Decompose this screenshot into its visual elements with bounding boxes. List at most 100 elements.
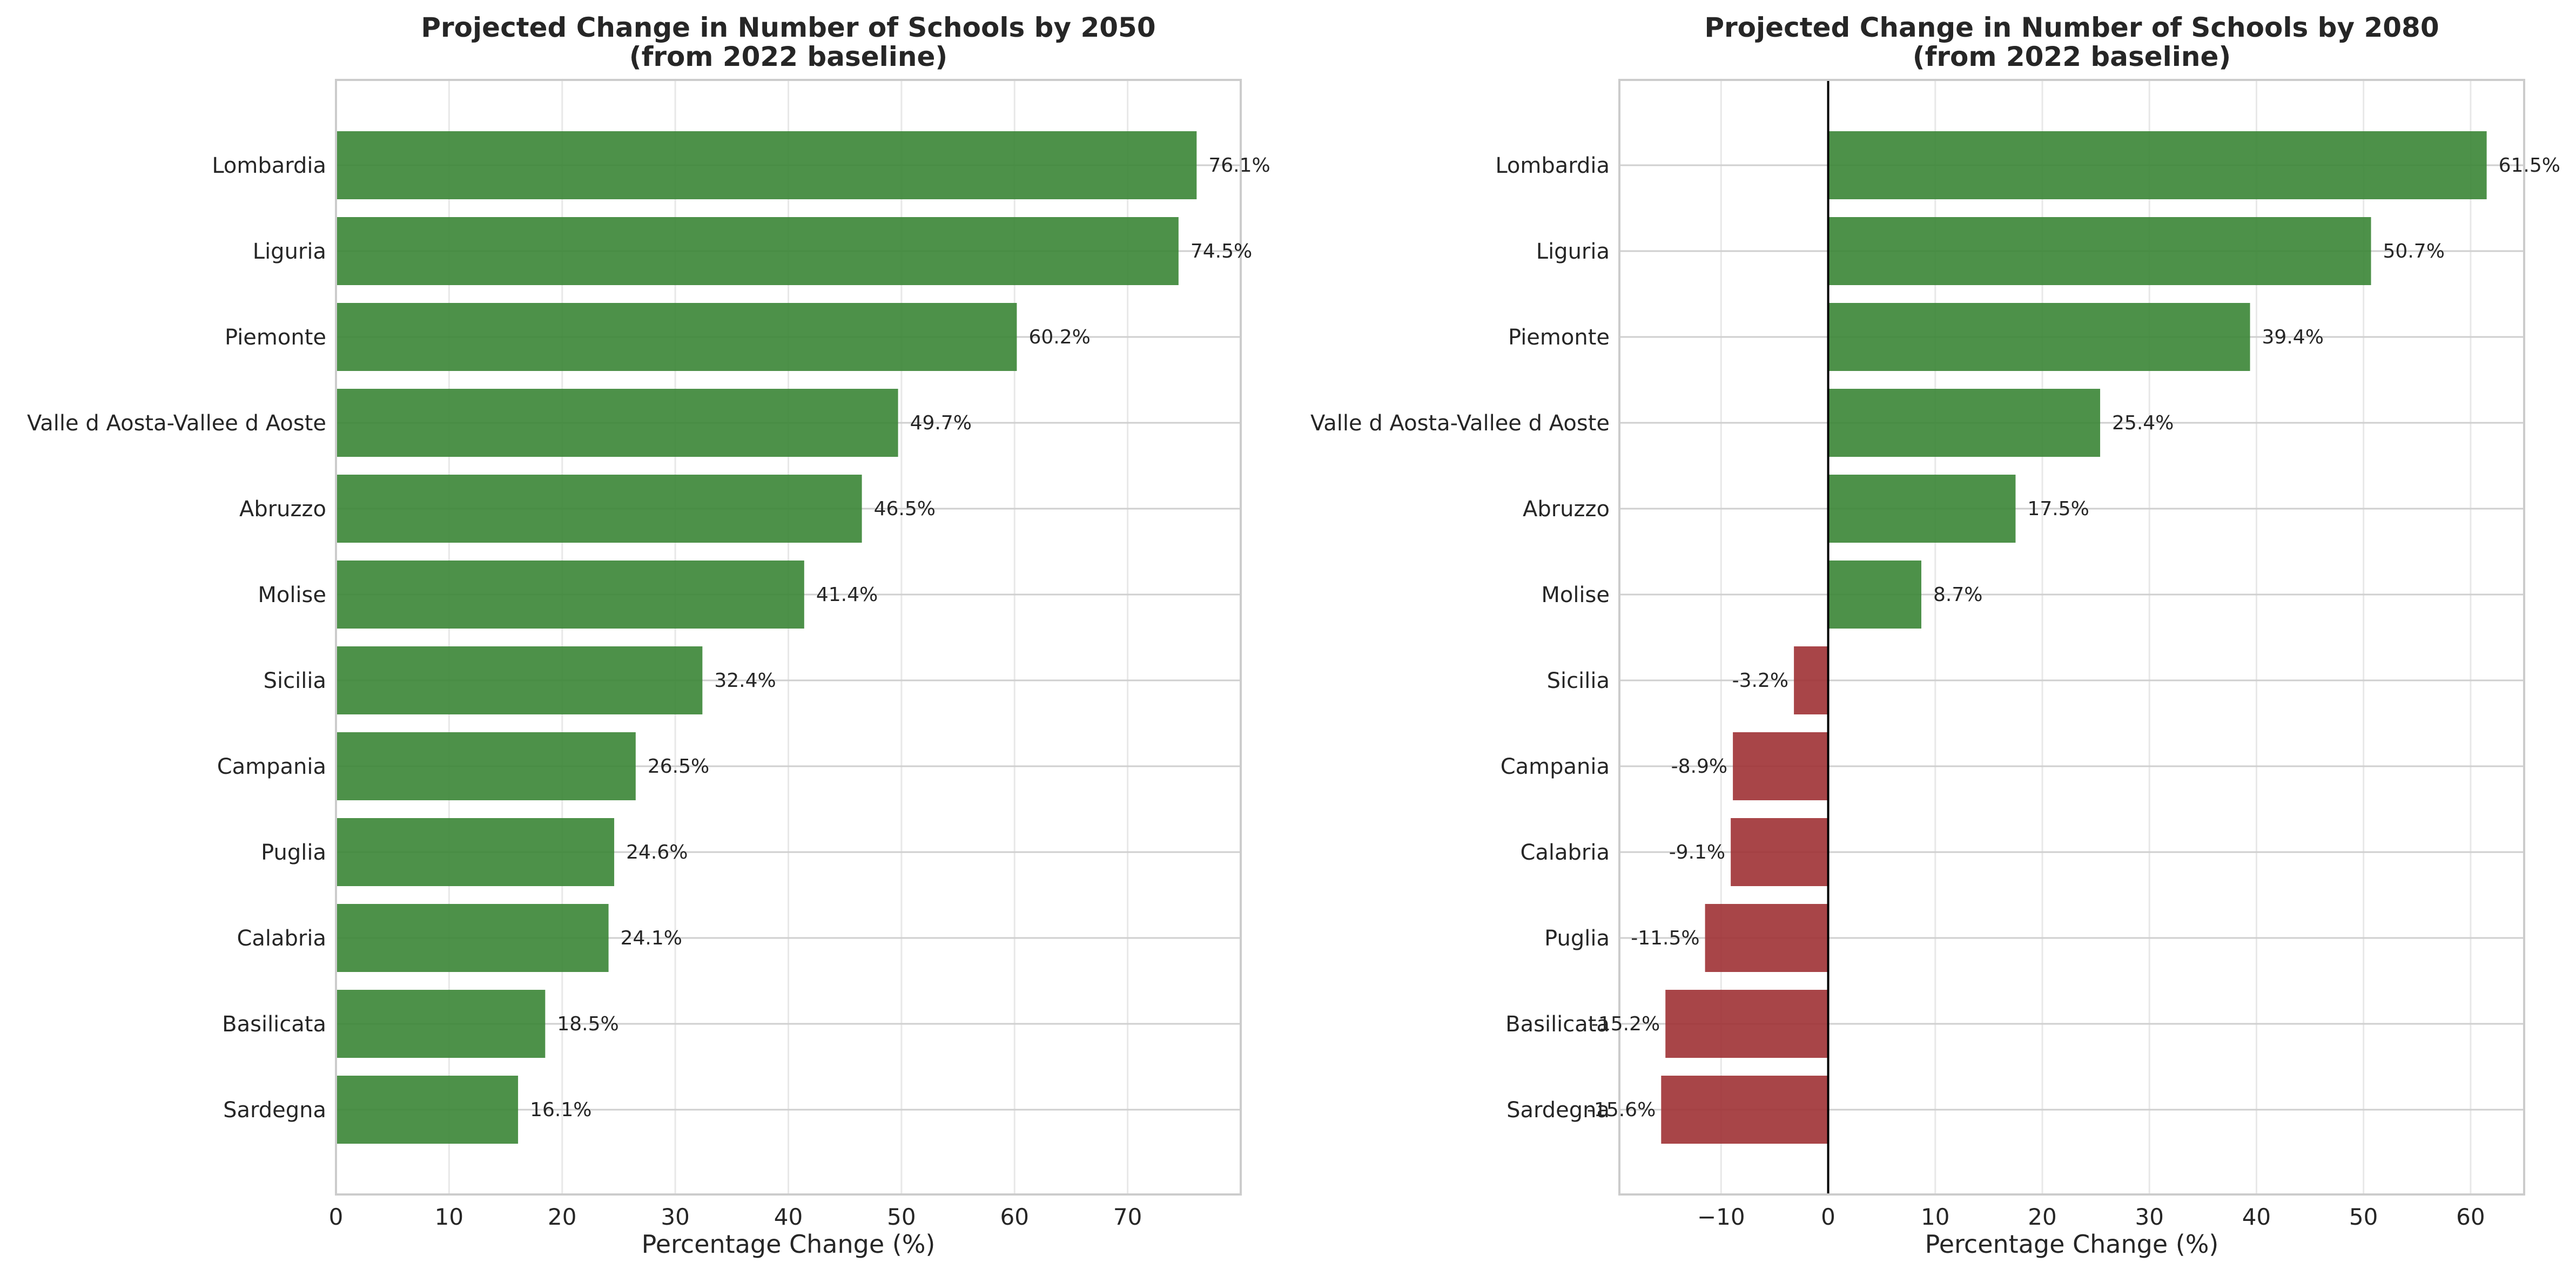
y-tick-label: Puglia (261, 840, 326, 865)
data-label: 74.5% (1191, 240, 1252, 262)
x-tick-label: 30 (661, 1204, 689, 1230)
bar (336, 732, 636, 800)
y-tick-label: Basilicata (1505, 1012, 1610, 1037)
y-tick-label: Lombardia (212, 153, 326, 178)
x-tick-label: 20 (2028, 1204, 2056, 1230)
bars (336, 131, 1197, 1144)
bar (1665, 990, 1828, 1058)
x-tick-labels: 0 10 20 30 40 50 60 70 (329, 1204, 1142, 1230)
chart-title: Projected Change in Number of Schools by… (1704, 12, 2439, 43)
data-labels: 61.5% 50.7% 39.4% 25.4% 17.5% 8.7% -3.2% -8.9% -… (1587, 154, 2560, 1121)
data-label: 26.5% (648, 755, 709, 778)
x-tick-label: 0 (329, 1204, 344, 1230)
y-tick-labels: Lombardia Liguria Piemonte Valle d Aosta-Va… (27, 153, 326, 1123)
y-tick-label: Sicilia (1547, 669, 1610, 693)
bar (1705, 904, 1828, 972)
y-tick-label: Valle d Aosta-Vallee d Aoste (1310, 411, 1610, 436)
y-tick-label: Campania (1501, 754, 1610, 779)
data-label: -15.6% (1587, 1099, 1656, 1121)
x-tick-label: 30 (2135, 1204, 2163, 1230)
bar (336, 475, 862, 543)
data-label: 41.4% (816, 584, 878, 606)
x-tick-label: 60 (2456, 1204, 2485, 1230)
x-axis-label: Percentage Change (%) (1925, 1230, 2219, 1259)
bar (336, 303, 1017, 371)
x-tick-label: 10 (435, 1204, 463, 1230)
y-tick-label: Sardegna (223, 1098, 326, 1123)
data-label: 49.7% (910, 412, 972, 434)
bar (1733, 732, 1828, 800)
y-tick-labels: Lombardia Liguria Piemonte Valle d Aosta-Va… (1310, 153, 1610, 1123)
x-tick-label: −10 (1697, 1204, 1745, 1230)
data-label: -9.1% (1669, 841, 1725, 863)
data-label: 61.5% (2499, 154, 2560, 177)
data-label: 16.1% (530, 1099, 591, 1121)
x-tick-labels: −10 0 10 20 30 40 50 60 (1697, 1204, 2485, 1230)
chart-subtitle: (from 2022 baseline) (1913, 41, 2231, 72)
bar (336, 217, 1179, 285)
bar (1828, 561, 1921, 629)
data-label: -15.2% (1591, 1013, 1660, 1035)
data-labels: 76.1% 74.5% 60.2% 49.7% 46.5% 41.4% 32.4% 26.5%… (530, 154, 1270, 1121)
plot-frame (335, 79, 1242, 1196)
x-tick-label: 60 (1000, 1204, 1029, 1230)
x-tick-label: 50 (887, 1204, 916, 1230)
x-tick-label: 20 (548, 1204, 576, 1230)
bar (1828, 475, 2016, 543)
bar (336, 561, 804, 629)
y-tick-label: Liguria (253, 239, 326, 264)
bar (336, 1076, 519, 1144)
chart-title: Projected Change in Number of Schools by… (421, 12, 1155, 43)
chart-panel-2050: Projected Change in Number of Schools by… (27, 12, 1270, 1259)
bar (336, 389, 898, 457)
data-label: 76.1% (1208, 154, 1270, 177)
y-tick-label: Piemonte (225, 325, 326, 350)
data-label: -8.9% (1671, 755, 1727, 778)
data-label: 46.5% (874, 498, 936, 520)
bar (1661, 1076, 1828, 1144)
x-tick-label: 0 (1821, 1204, 1835, 1230)
bar (1828, 303, 2250, 371)
x-tick-label: 40 (2242, 1204, 2271, 1230)
x-tick-label: 50 (2349, 1204, 2378, 1230)
y-tick-label: Campania (217, 754, 326, 779)
y-tick-label: Valle d Aosta-Vallee d Aoste (27, 411, 326, 436)
data-label: 17.5% (2027, 498, 2089, 520)
bar (336, 990, 546, 1058)
y-tick-label: Calabria (1520, 840, 1610, 865)
data-label: 25.4% (2112, 412, 2174, 434)
y-tick-label: Basilicata (222, 1012, 326, 1037)
chart-subtitle: (from 2022 baseline) (629, 41, 948, 72)
y-tick-label: Abruzzo (1523, 497, 1610, 522)
data-label: 18.5% (557, 1013, 618, 1035)
bar (1828, 389, 2101, 457)
y-tick-label: Piemonte (1508, 325, 1610, 350)
data-label: 8.7% (1933, 584, 1982, 606)
data-label: 32.4% (714, 670, 776, 692)
y-tick-label: Molise (258, 583, 326, 607)
bar (336, 818, 615, 886)
x-tick-label: 10 (1921, 1204, 1949, 1230)
bar (1828, 217, 2371, 285)
bar (1731, 818, 1828, 886)
plot-frame (1618, 79, 2525, 1196)
y-tick-label: Puglia (1544, 926, 1610, 951)
x-tick-label: 40 (774, 1204, 803, 1230)
data-label: 50.7% (2383, 240, 2445, 262)
bar (336, 131, 1197, 199)
data-label: -3.2% (1732, 670, 1788, 692)
y-tick-label: Lombardia (1495, 153, 1610, 178)
y-tick-label: Calabria (237, 926, 326, 951)
data-label: 39.4% (2262, 326, 2324, 348)
x-tick-label: 70 (1113, 1204, 1142, 1230)
y-tick-label: Liguria (1536, 239, 1610, 264)
bar (1828, 131, 2487, 199)
bar (336, 904, 609, 972)
data-label: 60.2% (1028, 326, 1090, 348)
data-label: 24.1% (621, 927, 682, 949)
chart-panel-2080: Projected Change in Number of Schools by… (1310, 12, 2560, 1259)
bars (1661, 131, 2487, 1144)
x-axis-label: Percentage Change (%) (642, 1230, 936, 1259)
